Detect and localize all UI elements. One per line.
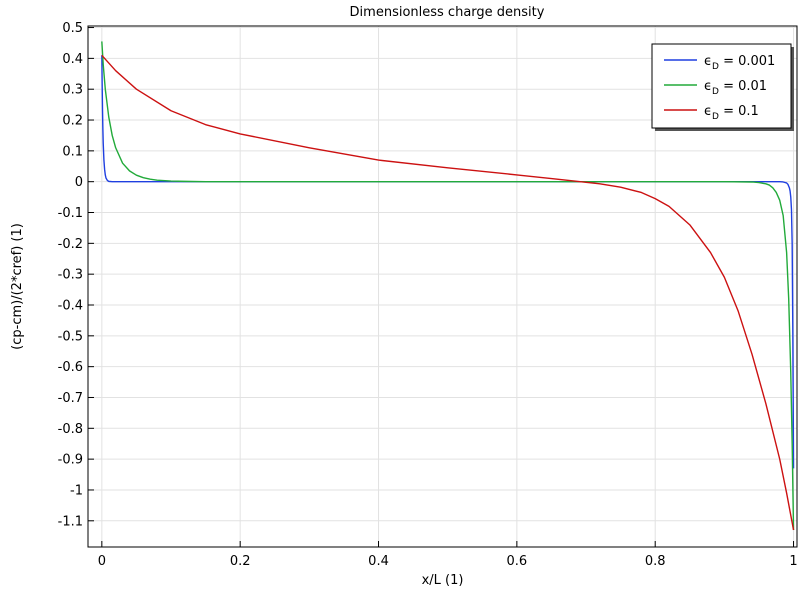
y-tick-label: 0.4 <box>62 52 83 67</box>
x-tick-label: 1 <box>789 554 797 569</box>
x-tick-label: 0.2 <box>230 554 251 569</box>
legend-label: ϵD = 0.001 <box>704 54 775 72</box>
axis-ticks: 0 0.2 0.4 0.6 0.8 1 0.5 0.4 0.3 0.2 0.1 0 -0.1 -0.2 -0… <box>58 21 798 569</box>
x-axis-title: x/L (1) <box>422 573 464 588</box>
chart-title: Dimensionless charge density <box>350 5 545 20</box>
y-axis-title: (cp-cm)/(2*cref) (1) <box>10 223 25 350</box>
y-tick-label: 0.3 <box>62 83 83 98</box>
x-tick-label: 0 <box>98 554 106 569</box>
y-tick-label: 0.5 <box>62 21 83 36</box>
y-tick-label: -0.1 <box>58 206 83 221</box>
plot-area-frame <box>87 25 798 548</box>
y-tick-label: 0 <box>75 175 83 190</box>
legend-label: ϵD = 0.01 <box>704 79 767 97</box>
y-tick-label: -0.8 <box>58 422 83 437</box>
y-tick-label: -0.4 <box>58 298 83 313</box>
series-line-3 <box>101 54 795 531</box>
y-tick-label: 0.2 <box>62 114 83 129</box>
grid <box>88 26 797 547</box>
series-group <box>101 41 795 531</box>
y-tick-label: -0.2 <box>58 237 83 252</box>
legend-subscript: D <box>712 112 719 122</box>
series-line-2 <box>101 41 795 531</box>
legend-label: ϵD = 0.1 <box>704 104 759 122</box>
y-tick-label: -0.3 <box>58 268 83 283</box>
y-tick-label: -0.9 <box>58 453 83 468</box>
y-tick-label: -0.6 <box>58 360 83 375</box>
legend-value: = 0.1 <box>719 104 759 119</box>
legend-subscript: D <box>712 62 719 72</box>
x-tick-label: 0.4 <box>368 554 389 569</box>
legend-box <box>651 43 792 129</box>
series-line-1 <box>101 55 795 469</box>
y-tick-label: 0.1 <box>62 144 83 159</box>
legend-symbol: ϵ <box>704 79 712 94</box>
y-tick-label: -1 <box>70 483 83 498</box>
legend-value: = 0.001 <box>719 54 775 69</box>
legend-value: = 0.01 <box>719 79 767 94</box>
y-tick-label: -0.7 <box>58 391 83 406</box>
legend-subscript: D <box>712 87 719 97</box>
x-tick-label: 0.8 <box>645 554 666 569</box>
legend-symbol: ϵ <box>704 54 712 69</box>
y-tick-label: -1.1 <box>58 514 83 529</box>
y-tick-label: -0.5 <box>58 329 83 344</box>
x-tick-label: 0.6 <box>507 554 528 569</box>
legend-symbol: ϵ <box>704 104 712 119</box>
